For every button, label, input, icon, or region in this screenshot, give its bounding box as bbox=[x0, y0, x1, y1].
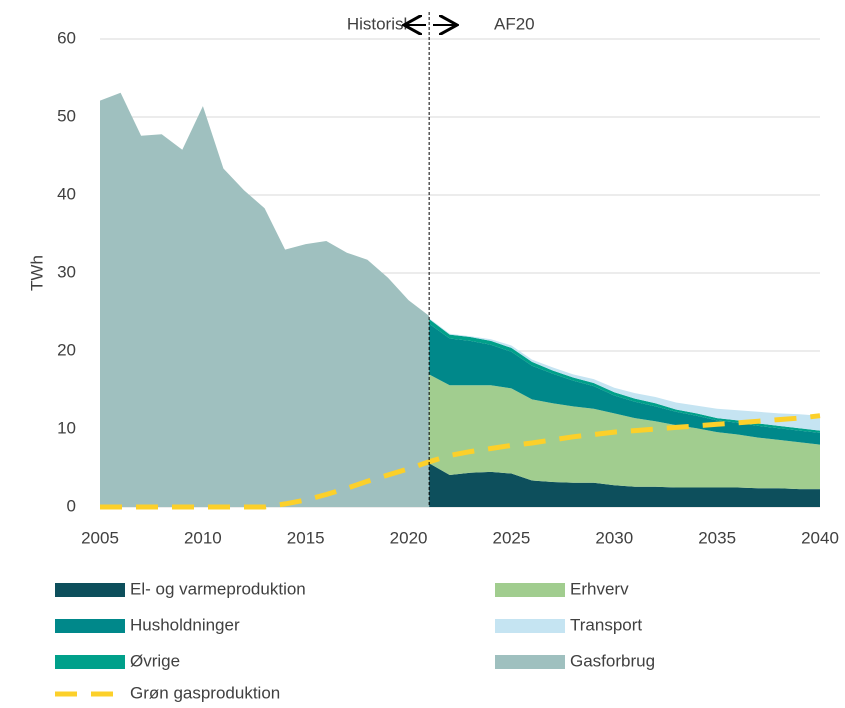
legend-label: El- og varmeproduktion bbox=[130, 579, 306, 598]
y-tick-label: 20 bbox=[57, 340, 76, 359]
areas bbox=[100, 92, 820, 508]
legend-swatch bbox=[495, 619, 565, 633]
y-tick-label: 0 bbox=[67, 496, 76, 515]
y-tick-label: 40 bbox=[57, 184, 76, 203]
legend-label: Transport bbox=[570, 615, 642, 634]
area bbox=[429, 374, 820, 490]
x-tick-label: 2010 bbox=[184, 528, 222, 547]
x-tick-label: 2025 bbox=[493, 528, 531, 547]
legend-label: Gasforbrug bbox=[570, 651, 655, 670]
legend-swatch bbox=[55, 655, 125, 669]
legend-swatch bbox=[495, 583, 565, 597]
area bbox=[429, 463, 820, 507]
x-tick-label: 2030 bbox=[595, 528, 633, 547]
y-tick-label: 50 bbox=[57, 106, 76, 125]
line bbox=[100, 413, 821, 510]
legend-label: Øvrige bbox=[130, 651, 180, 670]
legend-swatch bbox=[495, 655, 565, 669]
legend-swatch bbox=[55, 583, 125, 597]
y-axis-title: TWh bbox=[27, 255, 46, 291]
x-tick-label: 2040 bbox=[801, 528, 839, 547]
legend-label: Erhverv bbox=[570, 579, 629, 598]
area bbox=[100, 92, 430, 508]
x-tick-label: 2020 bbox=[390, 528, 428, 547]
x-tick-label: 2005 bbox=[81, 528, 119, 547]
legend-swatch bbox=[55, 619, 125, 633]
legend-label: Grøn gasproduktion bbox=[130, 683, 280, 702]
x-tick-label: 2015 bbox=[287, 528, 325, 547]
y-tick-label: 30 bbox=[57, 262, 76, 281]
annotation: Historisk bbox=[347, 14, 413, 33]
y-tick-label: 60 bbox=[57, 28, 76, 47]
legend-label: Husholdninger bbox=[130, 615, 240, 634]
area bbox=[429, 323, 820, 445]
x-tick-label: 2035 bbox=[698, 528, 736, 547]
annotation: AF20 bbox=[494, 14, 535, 33]
y-tick-label: 10 bbox=[57, 418, 76, 437]
